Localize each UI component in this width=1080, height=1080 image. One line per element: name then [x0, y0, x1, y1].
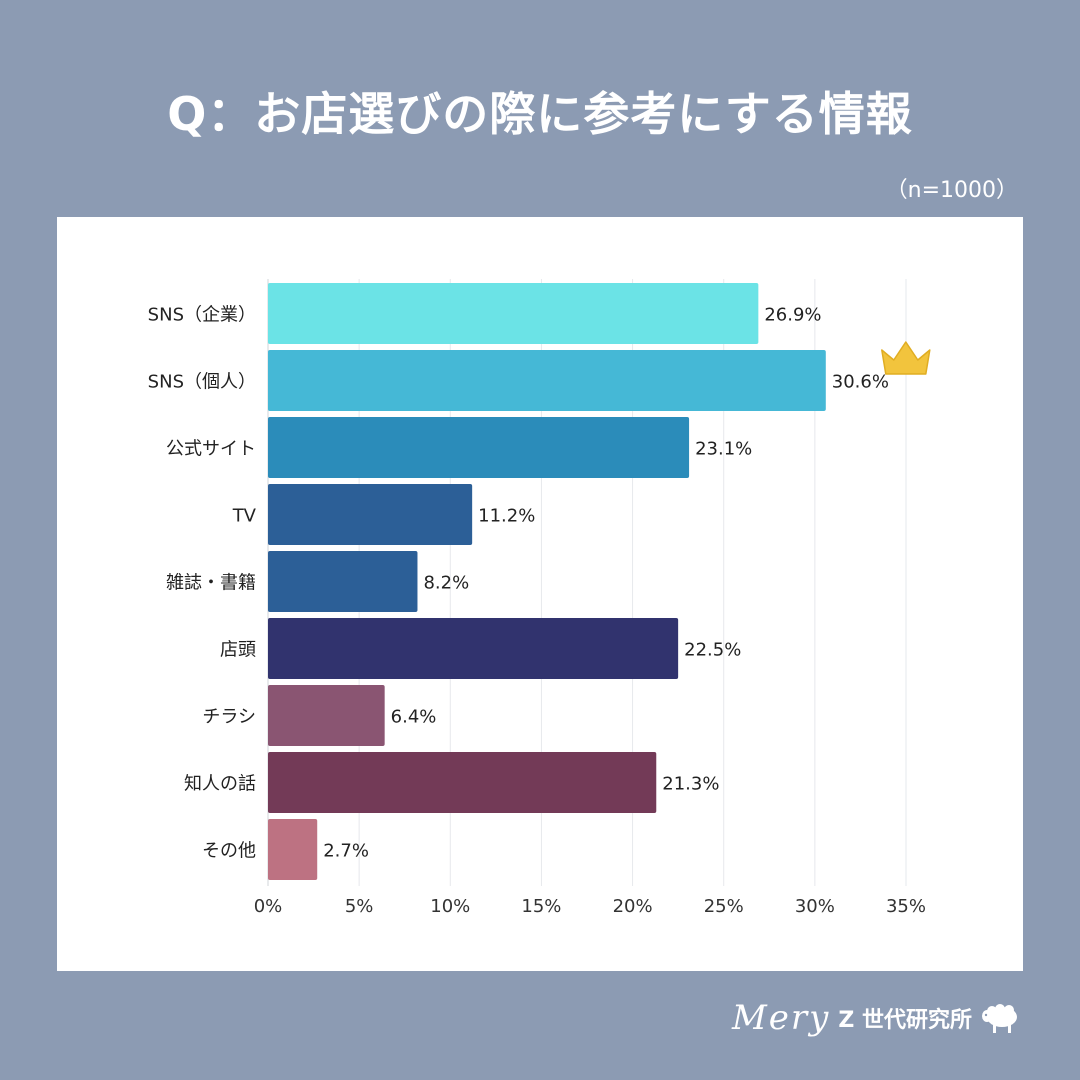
crown-icon	[881, 341, 931, 375]
value-label: 22.5%	[684, 640, 741, 661]
brand-logo-script: Mery	[731, 998, 831, 1038]
bar	[268, 752, 657, 813]
bar	[268, 484, 473, 545]
x-tick-label: 25%	[704, 896, 744, 917]
category-label: TV	[232, 506, 257, 527]
footer-brand: Mery Z 世代研究所	[732, 998, 1022, 1038]
x-tick-label: 0%	[254, 896, 283, 917]
x-tick-label: 35%	[886, 896, 926, 917]
x-tick-label: 10%	[430, 896, 470, 917]
x-tick-label: 20%	[613, 896, 653, 917]
bar	[268, 551, 418, 612]
value-label: 21.3%	[662, 774, 719, 795]
bar-chart: 0% 5% 10% 15% 20% 25% 30% 35% SNS（企業） 26.9% SNS（個人…	[148, 279, 931, 917]
category-label: SNS（個人）	[148, 372, 256, 393]
value-label: 30.6%	[832, 372, 889, 393]
sheep-icon	[982, 1004, 1017, 1033]
category-label: 店頭	[220, 640, 256, 661]
x-tick-label: 30%	[795, 896, 835, 917]
category-label: チラシ	[202, 707, 256, 728]
x-tick-label: 5%	[345, 896, 374, 917]
bar	[268, 417, 690, 478]
value-label: 8.2%	[423, 573, 469, 594]
sample-size: （n=1000）	[885, 178, 1018, 203]
chart-panel: 0% 5% 10% 15% 20% 25% 30% 35% SNS（企業） 26.9% SNS（個人…	[57, 217, 1023, 971]
value-label: 11.2%	[478, 506, 535, 527]
category-label: 公式サイト	[166, 439, 256, 460]
category-label: その他	[202, 841, 256, 862]
value-label: 2.7%	[323, 841, 369, 862]
category-label: SNS（企業）	[148, 305, 256, 326]
bar	[268, 819, 318, 880]
x-tick-label: 15%	[521, 896, 561, 917]
bar	[268, 350, 826, 411]
page-title: Q：お店選びの際に参考にする情報	[167, 87, 913, 141]
category-label: 雑誌・書籍	[166, 573, 256, 594]
value-label: 23.1%	[695, 439, 752, 460]
bar	[268, 618, 679, 679]
category-label: 知人の話	[184, 774, 256, 795]
brand-lab-name: Z 世代研究所	[838, 1008, 972, 1033]
bar	[268, 685, 385, 746]
value-label: 26.9%	[764, 305, 821, 326]
value-label: 6.4%	[391, 707, 437, 728]
bar	[268, 283, 759, 344]
